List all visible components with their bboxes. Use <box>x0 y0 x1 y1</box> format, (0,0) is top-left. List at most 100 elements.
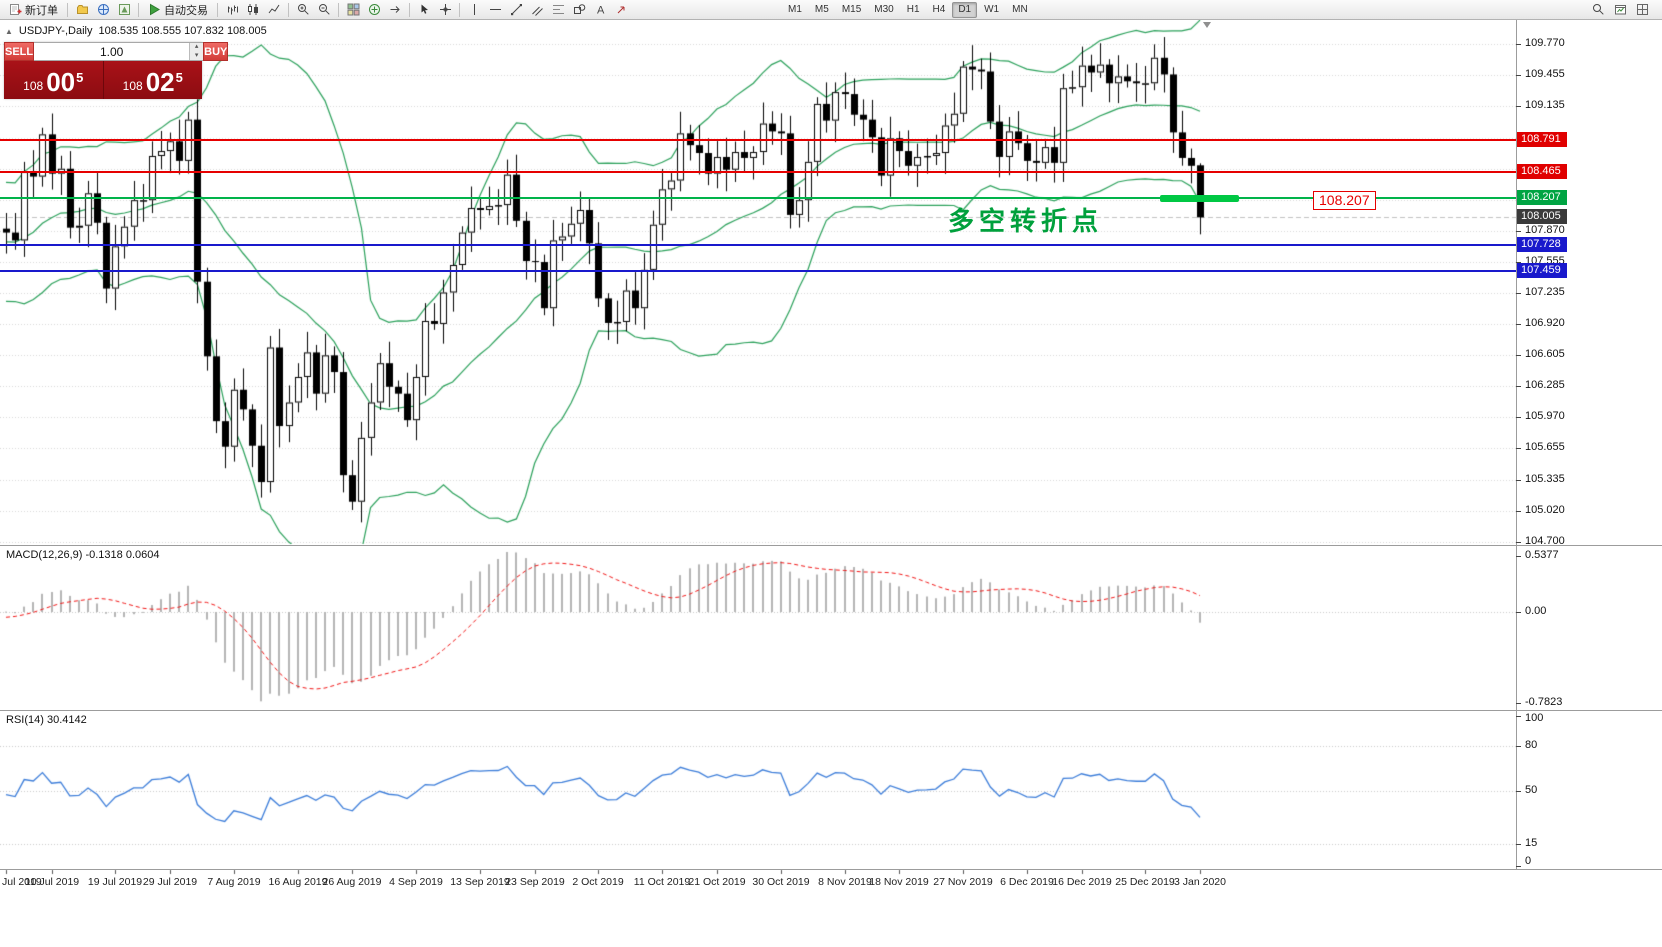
rsi-axis[interactable]: 100 80 50 15 0 <box>1516 20 1662 876</box>
navigator-icon[interactable] <box>114 1 134 19</box>
toolbar-separator <box>138 2 139 17</box>
rsi-axis-label: 80 <box>1525 739 1538 751</box>
price-axis-border <box>1516 20 1517 869</box>
price-axis-tick <box>1516 480 1521 481</box>
date-axis-label: 7 Aug 2019 <box>207 876 261 888</box>
macd-axis-label: 0.5377 <box>1525 549 1559 561</box>
bar-chart-icon[interactable] <box>222 1 242 19</box>
chart-area: ▲ USDJPY-,Daily 108.535 108.555 107.832 … <box>0 20 1662 895</box>
horizontal-line-107.728[interactable] <box>0 243 1516 246</box>
sell-button[interactable]: SELL <box>4 42 35 61</box>
sell-price-display[interactable]: 108 00 5 <box>4 61 103 99</box>
date-axis-label: 29 Jul 2019 <box>142 876 198 888</box>
candlestick-chart-icon[interactable] <box>243 1 263 19</box>
arrow-tool-icon[interactable] <box>611 1 631 19</box>
horizontal-line-108.465[interactable] <box>0 171 1516 174</box>
timeframe-button-m1[interactable]: M1 <box>788 3 802 15</box>
price-axis-tick <box>1516 448 1521 449</box>
chart-shift-icon[interactable] <box>385 1 405 19</box>
chart-shift-marker[interactable] <box>1203 22 1211 28</box>
autotrading-play-icon <box>150 3 160 16</box>
top-toolbar: 新订单 自动交易 A M1 M5 M15 M30 H1 H4 D1 W1 MN <box>0 0 1662 20</box>
text-tool-icon[interactable]: A <box>590 1 610 19</box>
horizontal-line-108.207[interactable] <box>0 196 1516 199</box>
date-axis-label: 19 Jul 2019 <box>87 876 143 888</box>
toolbar-separator <box>67 2 68 17</box>
profile-icon[interactable] <box>72 1 92 19</box>
price-axis-label: 105.655 <box>1525 441 1565 454</box>
chart-annotation-text[interactable]: 多空转折点 <box>948 206 1104 236</box>
macd-axis[interactable]: 0.5377 0.00 -0.7823 <box>1516 20 1662 876</box>
price-axis[interactable]: 109.770 109.455 109.135 107.870 107.555 107.2… <box>1516 20 1662 876</box>
date-axis[interactable]: Jul 2019 10 Jul 2019 19 Jul 2019 29 Jul 201… <box>0 20 1662 895</box>
market-watch-icon[interactable] <box>93 1 113 19</box>
panel-collapse-icon[interactable]: ▲ <box>5 26 13 36</box>
cursor-icon[interactable] <box>414 1 434 19</box>
sell-price-sup: 5 <box>76 70 84 85</box>
macd-panel-separator[interactable] <box>0 545 1662 546</box>
indicators-icon[interactable] <box>364 1 384 19</box>
price-axis-label: 107.235 <box>1525 285 1565 298</box>
date-axis-label: 3 Jan 2020 <box>1174 876 1226 888</box>
timeframe-button-mn[interactable]: MN <box>1012 3 1028 15</box>
timeframe-button-m30[interactable]: M30 <box>874 3 894 15</box>
price-axis-tick <box>1516 231 1521 232</box>
timeframe-button-m5[interactable]: M5 <box>814 3 829 15</box>
date-axis-label: 25 Dec 2019 <box>1115 876 1175 888</box>
buy-button[interactable]: BUY <box>203 42 229 61</box>
zoom-in-icon[interactable] <box>293 1 313 19</box>
shapes-icon[interactable] <box>569 1 589 19</box>
date-axis-label: 4 Sep 2019 <box>389 876 443 888</box>
horizontal-line-108.791[interactable] <box>0 139 1516 142</box>
volume-up-button[interactable]: ▴ <box>190 43 204 52</box>
macd-axis-tick <box>1516 556 1521 557</box>
rsi-axis-tick <box>1516 844 1521 845</box>
macd-axis-tick <box>1516 612 1521 613</box>
timeframe-button-d1[interactable]: D1 <box>952 1 978 18</box>
date-axis-label: Jul 2019 <box>2 876 42 888</box>
date-axis-label: 23 Sep 2019 <box>505 876 565 888</box>
fibonacci-icon[interactable] <box>548 1 568 19</box>
pivot-highlight-segment[interactable] <box>1160 194 1239 202</box>
volume-down-button[interactable]: ▾ <box>190 51 204 60</box>
rsi-axis-label: 0 <box>1525 855 1532 867</box>
price-axis-tick <box>1516 44 1521 45</box>
price-axis-tick <box>1516 324 1521 325</box>
tile-windows-icon[interactable] <box>343 1 363 19</box>
rsi-indicator-label: RSI(14) 30.4142 <box>6 714 87 726</box>
sell-price-prefix: 108 <box>23 79 44 93</box>
date-axis-label: 2 Oct 2019 <box>572 876 624 888</box>
search-icon[interactable] <box>1588 1 1608 19</box>
timeframe-button-h4[interactable]: H4 <box>932 3 946 15</box>
rsi-panel-separator[interactable] <box>0 710 1662 711</box>
zoom-out-icon[interactable] <box>314 1 334 19</box>
line-chart-icon[interactable] <box>264 1 284 19</box>
price-divider <box>102 61 104 99</box>
autotrading-button[interactable]: 自动交易 <box>143 1 213 19</box>
equidistant-channel-icon[interactable] <box>527 1 547 19</box>
rsi-axis-tick <box>1516 791 1521 792</box>
trendline-icon[interactable] <box>506 1 526 19</box>
toolbar-separator <box>409 2 410 17</box>
price-level-label[interactable]: 108.207 <box>1313 191 1376 210</box>
price-axis-label: 105.970 <box>1525 410 1565 423</box>
date-axis-label: 16 Dec 2019 <box>1052 876 1112 888</box>
rsi-axis-tick <box>1516 716 1521 717</box>
volume-input[interactable] <box>34 43 190 60</box>
timeframe-button-w1[interactable]: W1 <box>984 3 1000 15</box>
layout-icon[interactable] <box>1632 1 1652 19</box>
new-chart-icon[interactable] <box>1610 1 1630 19</box>
vertical-line-icon[interactable] <box>464 1 484 19</box>
crosshair-icon[interactable] <box>435 1 455 19</box>
new-order-button[interactable]: 新订单 <box>4 1 63 19</box>
price-line-badge: 108.005 <box>1517 209 1567 225</box>
timeframe-button-m15[interactable]: M15 <box>841 3 862 15</box>
horizontal-line-icon[interactable] <box>485 1 505 19</box>
buy-price-display[interactable]: 108 02 5 <box>104 61 203 99</box>
timeframe-group: M1 M5 M15 M30 H1 H4 D1 W1 MN <box>782 1 1034 18</box>
timeframe-button-h1[interactable]: H1 <box>906 3 920 15</box>
price-axis-tick <box>1516 417 1521 418</box>
horizontal-line-107.459[interactable] <box>0 269 1516 272</box>
price-chart-plot[interactable] <box>0 20 1516 876</box>
